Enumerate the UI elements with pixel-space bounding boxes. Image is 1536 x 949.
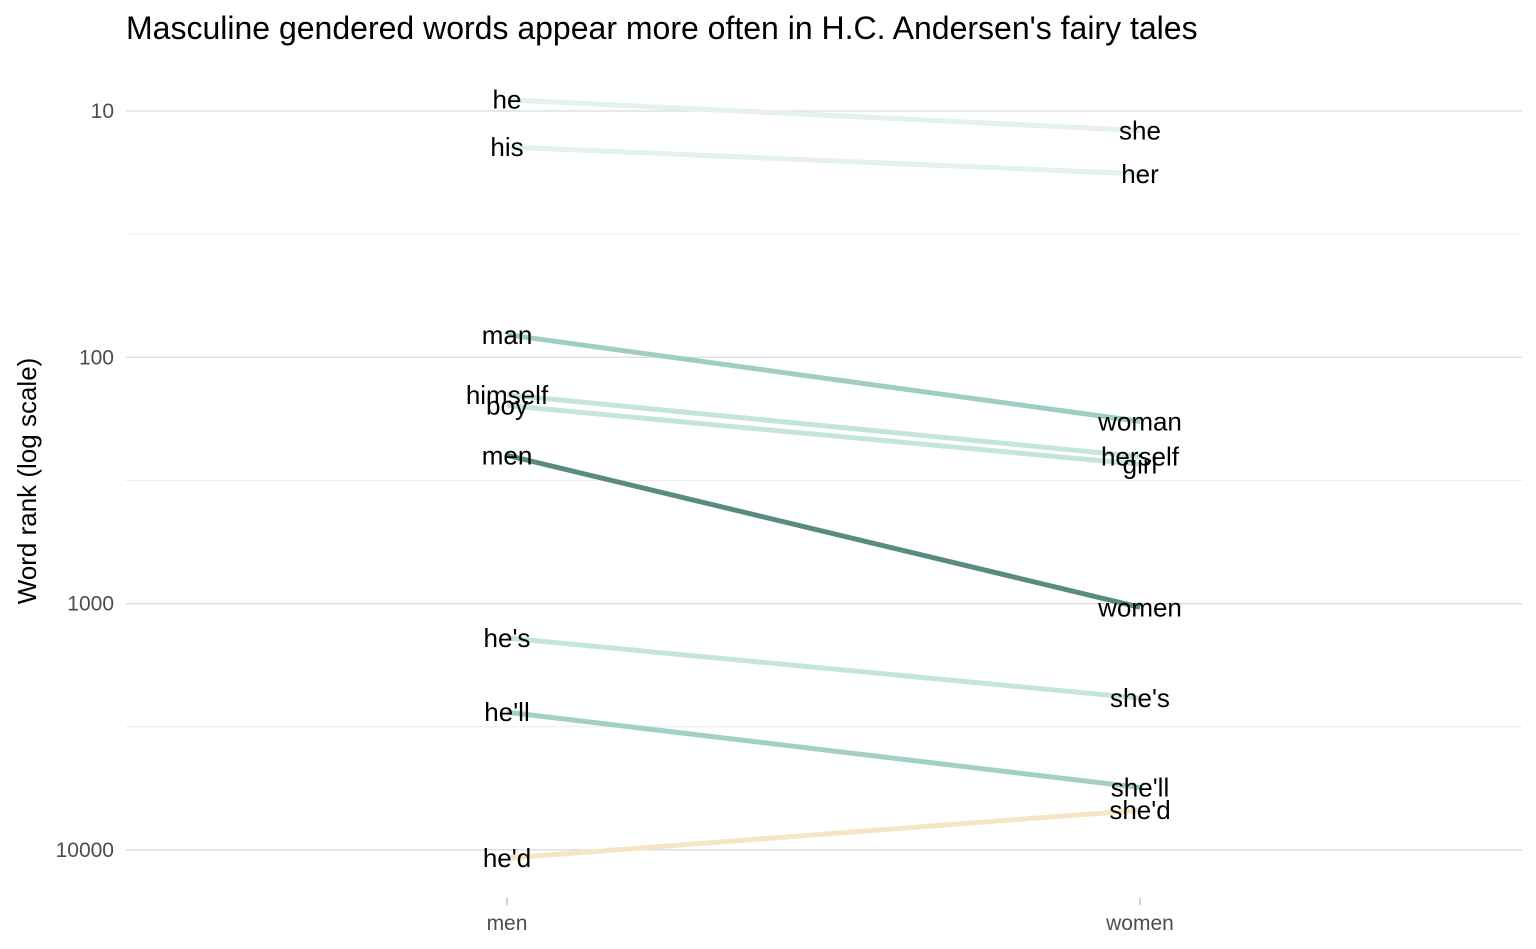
women-word-label: herself bbox=[1101, 442, 1180, 472]
y-tick-label: 100 bbox=[79, 346, 114, 369]
y-axis-label: Word rank (log scale) bbox=[12, 358, 42, 605]
series-line-his bbox=[506, 144, 1141, 177]
x-tick-label: women bbox=[1105, 912, 1174, 935]
series-lines bbox=[506, 97, 1141, 861]
men-word-label: man bbox=[482, 320, 533, 350]
men-word-label: his bbox=[490, 132, 523, 162]
series-line-hed bbox=[506, 807, 1141, 861]
series-line-men bbox=[506, 452, 1141, 610]
women-word-label: she'd bbox=[1109, 795, 1170, 825]
series-line-hell bbox=[506, 709, 1141, 790]
series-line-hes bbox=[506, 635, 1141, 701]
y-tick-label: 10000 bbox=[56, 839, 114, 862]
y-axis-ticks: 10 100 1000 10000 bbox=[56, 100, 114, 862]
x-axis-ticks: men women bbox=[487, 898, 1174, 935]
men-word-label: he'll bbox=[484, 697, 529, 727]
men-word-label: men bbox=[482, 440, 533, 470]
men-word-label: he's bbox=[484, 623, 531, 653]
women-word-label: women bbox=[1097, 592, 1182, 622]
men-word-label: boy bbox=[486, 391, 528, 421]
women-word-label: woman bbox=[1097, 406, 1182, 436]
gridlines bbox=[126, 110, 1522, 851]
series-line-boy bbox=[506, 403, 1141, 467]
series-line-himself bbox=[506, 392, 1141, 460]
x-tick-label: men bbox=[487, 912, 528, 935]
y-tick-label: 1000 bbox=[67, 593, 114, 616]
women-word-label: her bbox=[1121, 159, 1159, 189]
y-tick-label: 10 bbox=[91, 100, 114, 123]
women-word-label: she bbox=[1119, 116, 1161, 146]
men-word-label: he'd bbox=[483, 843, 531, 873]
series-line-man bbox=[506, 332, 1141, 424]
women-word-label: she'll bbox=[1111, 772, 1169, 802]
word-labels: he she his her man woman himself herself boy girl… bbox=[466, 85, 1182, 873]
women-word-label: girl bbox=[1123, 449, 1158, 479]
series-line-he bbox=[506, 97, 1141, 133]
women-word-label: she's bbox=[1110, 683, 1170, 713]
chart-title: Masculine gendered words appear more oft… bbox=[126, 10, 1198, 46]
men-word-label: himself bbox=[466, 380, 549, 410]
men-word-label: he bbox=[493, 85, 522, 115]
